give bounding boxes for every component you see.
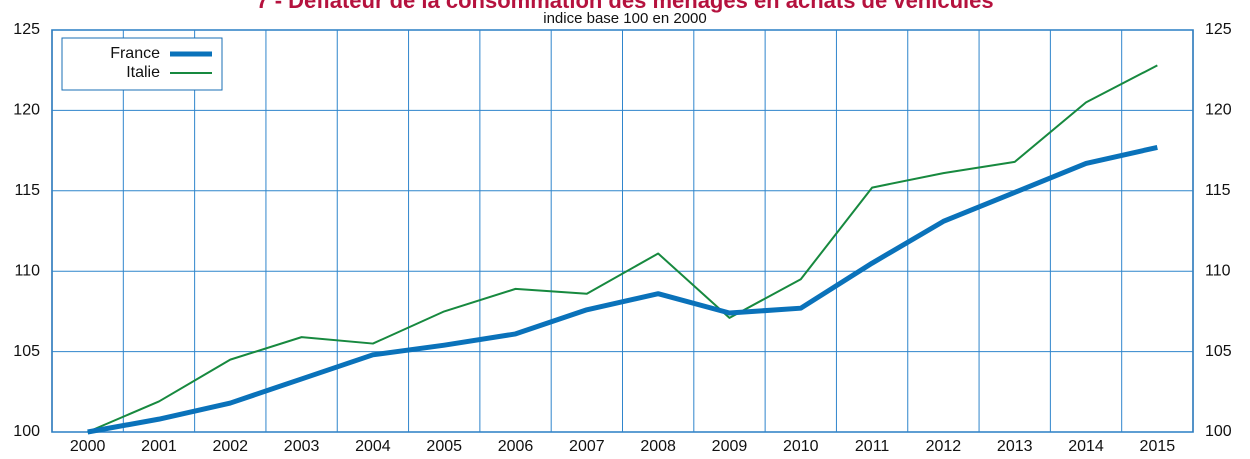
x-tick-label: 2005 <box>426 438 462 455</box>
y-tick-label: 120 <box>13 102 40 119</box>
y2-tick-label: 110 <box>1205 262 1231 279</box>
y2-tick-label: 120 <box>1205 102 1232 119</box>
legend-label: France <box>110 45 160 62</box>
y2-tick-label: 115 <box>1205 182 1231 199</box>
y-tick-label: 125 <box>13 21 40 38</box>
line-series <box>87 144 1158 435</box>
x-tick-label: 2006 <box>498 438 534 455</box>
x-tick-label: 2011 <box>855 438 890 455</box>
y2-tick-label: 100 <box>1205 423 1232 440</box>
line-series <box>87 64 1158 433</box>
y2-tick-label: 105 <box>1205 343 1232 360</box>
chart-subtitle: indice base 100 en 2000 <box>543 10 706 27</box>
x-tick-label: 2007 <box>569 438 605 455</box>
y-tick-label: 100 <box>13 423 40 440</box>
x-tick-label: 2014 <box>1068 438 1104 455</box>
legend-box <box>61 37 223 91</box>
x-tick-label: 2000 <box>70 438 106 455</box>
x-tick-label: 2010 <box>783 438 819 455</box>
x-tick-label: 2004 <box>355 438 391 455</box>
x-tick-label: 2008 <box>640 438 676 455</box>
x-tick-label: 2009 <box>712 438 748 455</box>
y-tick-label: 105 <box>13 343 40 360</box>
y-tick-label: 110 <box>14 262 40 279</box>
legend-label: Italie <box>126 64 160 81</box>
x-tick-label: 2002 <box>212 438 248 455</box>
y-tick-label: 115 <box>14 182 40 199</box>
x-tick-label: 2015 <box>1140 438 1176 455</box>
x-tick-label: 2012 <box>926 438 962 455</box>
y2-tick-label: 125 <box>1205 21 1232 38</box>
x-tick-label: 2013 <box>997 438 1033 455</box>
x-tick-label: 2001 <box>141 438 177 455</box>
x-tick-label: 2003 <box>284 438 320 455</box>
chart-title: 7 - Déflateur de la consommation des mén… <box>256 0 993 13</box>
